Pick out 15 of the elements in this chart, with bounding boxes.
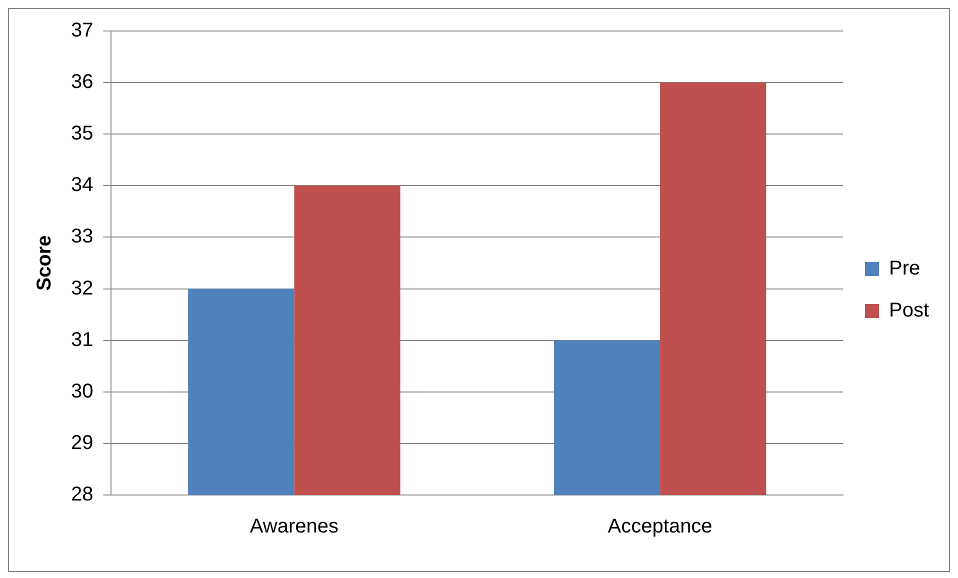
y-axis-title: Score — [34, 235, 56, 291]
y-tick-label: 32 — [70, 277, 94, 300]
y-tick-label: 28 — [70, 484, 94, 506]
x-tick-label: Awarenes — [250, 516, 338, 538]
y-tick-label: 31 — [70, 328, 94, 351]
y-tick-label: 35 — [70, 122, 94, 145]
legend-label: Pre — [888, 258, 920, 280]
y-tick-label: 37 — [70, 20, 94, 42]
y-tick-label: 36 — [70, 71, 94, 94]
y-tick-label: 30 — [70, 380, 94, 402]
x-tick-label: Acceptance — [608, 516, 712, 538]
y-tick-label: 29 — [70, 432, 94, 454]
legend-label: Post — [888, 300, 930, 322]
y-tick-label: 33 — [70, 226, 94, 248]
y-tick-label: 34 — [70, 174, 94, 196]
